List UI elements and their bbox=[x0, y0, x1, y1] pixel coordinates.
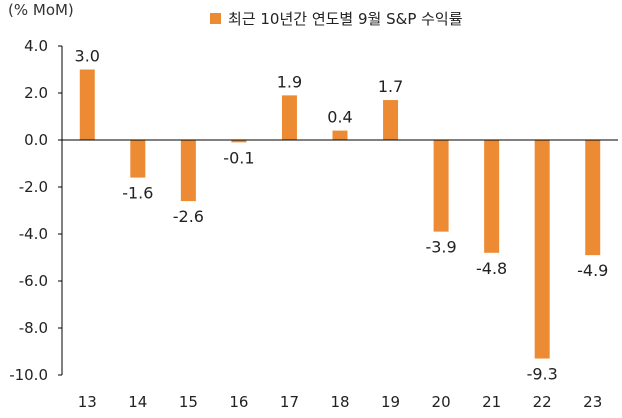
y-tick-label: -4.0 bbox=[19, 225, 48, 243]
y-tick-label: -10.0 bbox=[9, 366, 48, 384]
bar bbox=[180, 140, 196, 202]
bar bbox=[534, 140, 550, 359]
x-tick-label: 23 bbox=[583, 393, 602, 411]
x-tick-label: 19 bbox=[381, 393, 400, 411]
bar bbox=[585, 140, 601, 256]
data-label: -2.6 bbox=[173, 207, 204, 226]
x-tick-label: 22 bbox=[533, 393, 552, 411]
bar bbox=[281, 95, 297, 140]
x-tick-label: 14 bbox=[128, 393, 147, 411]
bar bbox=[130, 140, 146, 178]
data-label: -1.6 bbox=[122, 184, 153, 203]
y-tick-label: 4.0 bbox=[24, 37, 48, 55]
y-tick-label: -2.0 bbox=[19, 178, 48, 196]
bar bbox=[433, 140, 449, 232]
data-label: 1.7 bbox=[378, 77, 403, 96]
x-tick-label: 17 bbox=[280, 393, 299, 411]
x-tick-label: 15 bbox=[179, 393, 198, 411]
bar bbox=[332, 130, 348, 140]
bar bbox=[79, 69, 95, 140]
data-label: -4.8 bbox=[476, 259, 507, 278]
data-label: 1.9 bbox=[277, 72, 302, 91]
x-tick-label: 16 bbox=[229, 393, 248, 411]
bar bbox=[231, 140, 247, 143]
legend-label: 최근 10년간 연도별 9월 S&P 수익률 bbox=[228, 10, 463, 28]
data-label: -9.3 bbox=[527, 365, 558, 384]
legend: 최근 10년간 연도별 9월 S&P 수익률 bbox=[210, 8, 463, 29]
data-label: -4.9 bbox=[577, 261, 608, 280]
y-tick-label: 0.0 bbox=[24, 131, 48, 149]
bar bbox=[484, 140, 500, 253]
y-tick-label: -8.0 bbox=[19, 319, 48, 337]
bar bbox=[383, 100, 399, 140]
data-label: -3.9 bbox=[425, 238, 456, 257]
x-tick-label: 18 bbox=[330, 393, 349, 411]
legend-swatch bbox=[210, 13, 221, 24]
data-label: 0.4 bbox=[327, 108, 352, 127]
x-tick-label: 20 bbox=[432, 393, 451, 411]
y-unit-label: (% MoM) bbox=[8, 1, 74, 19]
data-label: 3.0 bbox=[75, 47, 100, 66]
x-tick-label: 21 bbox=[482, 393, 501, 411]
y-tick-label: -6.0 bbox=[19, 272, 48, 290]
y-tick-label: 2.0 bbox=[24, 84, 48, 102]
x-tick-label: 13 bbox=[78, 393, 97, 411]
data-label: -0.1 bbox=[223, 148, 254, 167]
